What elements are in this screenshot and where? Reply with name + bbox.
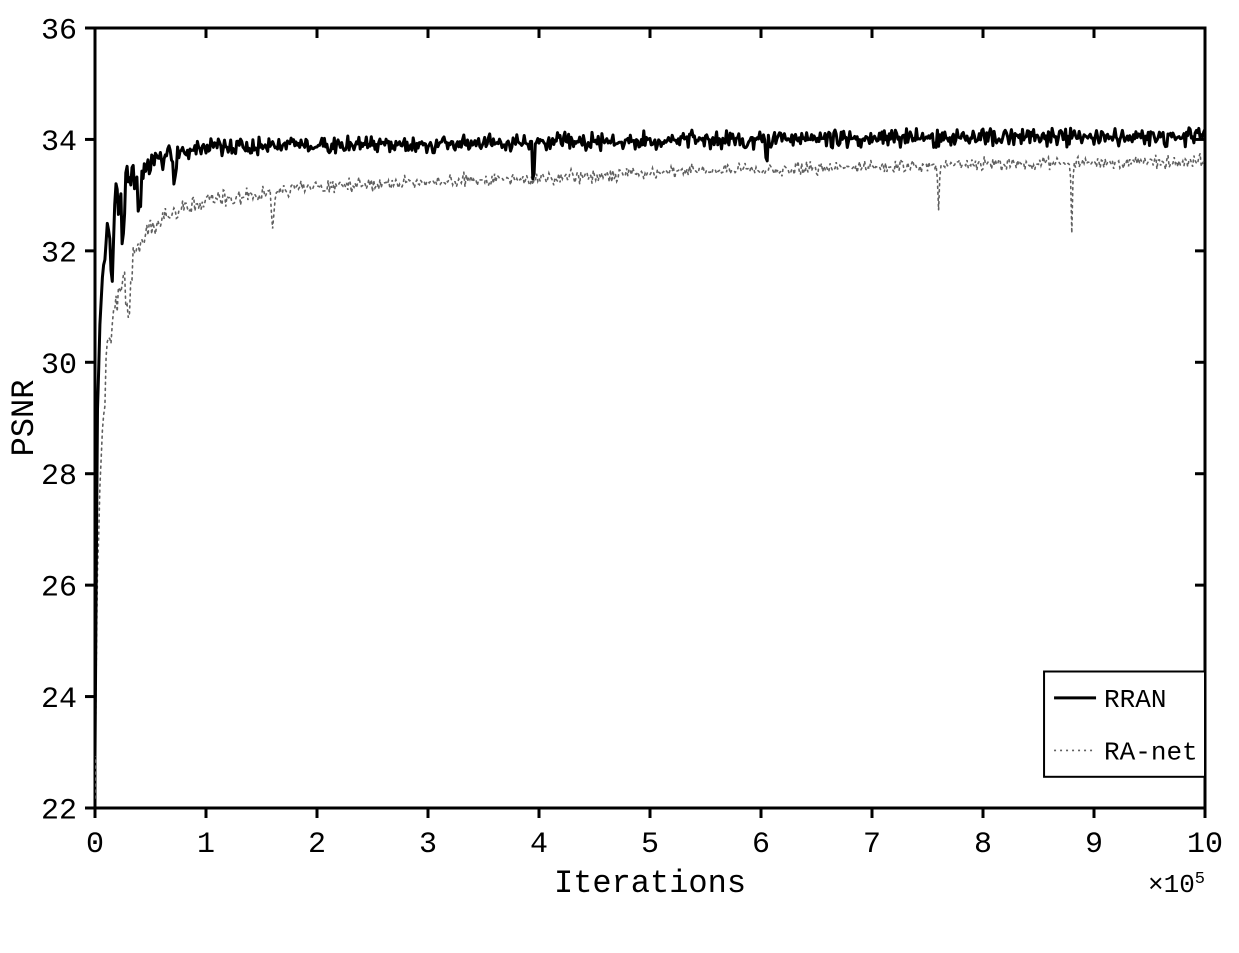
x-tick-label: 6: [752, 828, 770, 862]
x-tick-label: 10: [1187, 828, 1223, 862]
y-tick-label: 30: [41, 349, 77, 383]
x-tick-label: 1: [197, 828, 215, 862]
x-tick-label: 8: [974, 828, 992, 862]
x-tick-label: 2: [308, 828, 326, 862]
y-tick-label: 28: [41, 460, 77, 494]
y-tick-label: 22: [41, 795, 77, 829]
y-tick-label: 34: [41, 126, 77, 160]
x-tick-label: 0: [86, 828, 104, 862]
x-tick-label: 4: [530, 828, 548, 862]
legend-label: RA-net: [1104, 738, 1198, 768]
y-tick-label: 32: [41, 237, 77, 271]
psnr-chart: 0123456789102224262830323436IterationsPS…: [0, 0, 1239, 953]
y-tick-label: 26: [41, 572, 77, 606]
x-tick-label: 3: [419, 828, 437, 862]
y-axis-label: PSNR: [6, 380, 43, 457]
x-tick-label: 9: [1085, 828, 1103, 862]
x-tick-label: 5: [641, 828, 659, 862]
legend-label: RRAN: [1104, 685, 1166, 715]
x-axis-label: Iterations: [554, 865, 746, 902]
x-tick-label: 7: [863, 828, 881, 862]
y-tick-label: 24: [41, 683, 77, 717]
y-tick-label: 36: [41, 15, 77, 49]
chart-svg: 0123456789102224262830323436IterationsPS…: [0, 0, 1239, 953]
